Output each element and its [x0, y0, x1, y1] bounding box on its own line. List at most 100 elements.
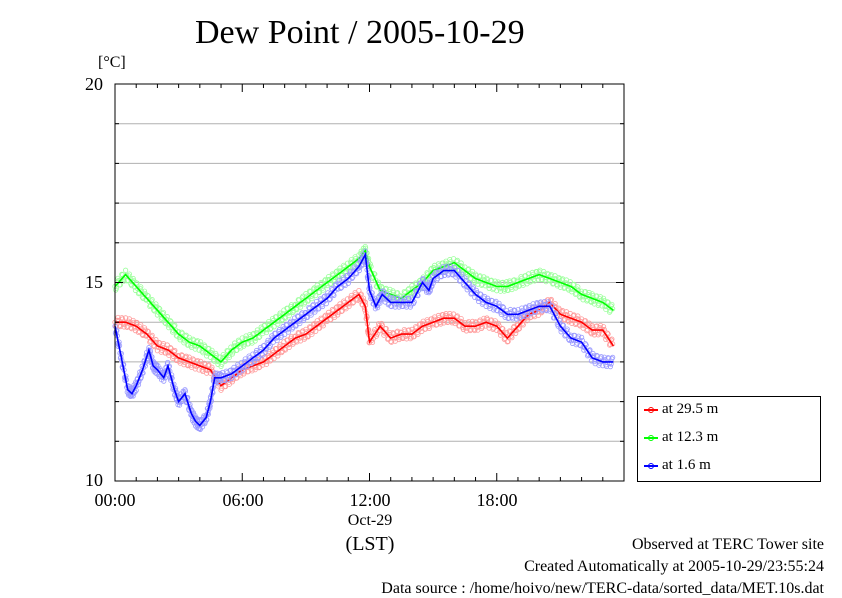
data-point [285, 329, 292, 335]
data-point [588, 330, 594, 336]
data-point [118, 276, 124, 283]
data-point [244, 363, 250, 370]
data-point [141, 288, 148, 294]
data-point [317, 296, 323, 302]
data-point [293, 323, 299, 329]
data-point [267, 358, 273, 364]
data-point [394, 295, 401, 301]
data-point [130, 275, 136, 282]
data-point [343, 306, 349, 312]
footer-created: Created Automatically at 2005-10-29/23:5… [524, 558, 824, 575]
data-point [218, 363, 224, 369]
data-point [115, 314, 121, 321]
legend-entry-12-3m: at 12.3 m [644, 429, 718, 446]
data-point [172, 352, 179, 358]
data-point [451, 264, 457, 270]
data-point [500, 305, 507, 311]
data-point [296, 330, 302, 336]
data-point [454, 313, 460, 319]
data-point [316, 306, 322, 312]
data-point [156, 305, 162, 311]
data-point [479, 324, 485, 330]
data-point [468, 326, 474, 333]
data-point [397, 335, 403, 341]
data-point [151, 343, 157, 349]
data-point [607, 364, 613, 370]
data-point [288, 302, 295, 308]
data-point [286, 313, 292, 319]
data-point [263, 329, 270, 336]
data-point [153, 337, 159, 343]
data-point [164, 314, 170, 320]
data-point [209, 347, 215, 353]
data-point [228, 367, 234, 373]
data-point [453, 274, 459, 280]
data-point [244, 363, 251, 369]
data-point [575, 313, 581, 319]
data-point [472, 319, 479, 325]
data-point [492, 318, 498, 324]
data-point [394, 290, 401, 296]
legend-label: at 1.6 m [662, 457, 711, 473]
data-point [160, 309, 167, 316]
data-point [404, 336, 410, 342]
data-point [288, 333, 295, 340]
data-point [485, 277, 491, 283]
data-point [277, 342, 283, 348]
data-point [391, 331, 397, 337]
data-point [606, 355, 612, 361]
data-point [411, 333, 417, 340]
legend-label: at 12.3 m [662, 429, 719, 445]
data-point [229, 375, 235, 382]
data-point [462, 275, 468, 281]
data-point [257, 334, 263, 340]
data-point [338, 285, 344, 291]
data-point [267, 326, 273, 332]
data-point [316, 325, 323, 331]
data-point [348, 257, 354, 263]
data-point [115, 275, 121, 281]
data-point [328, 281, 334, 287]
data-point [134, 280, 140, 286]
data-point [600, 295, 607, 301]
chart-legend: at 29.5 m at 12.3 m at 1.6 m [637, 396, 821, 482]
plot-series [112, 243, 616, 432]
data-point [121, 324, 127, 330]
data-point [234, 375, 240, 381]
data-point [345, 280, 351, 286]
data-point [528, 311, 534, 317]
data-point [191, 357, 197, 363]
footer-observed: Observed at TERC Tower site [631, 536, 824, 553]
data-point [222, 377, 228, 384]
data-point [445, 319, 451, 325]
data-point [325, 290, 331, 296]
data-point [503, 279, 510, 285]
data-point [282, 315, 289, 321]
data-point [597, 322, 604, 329]
data-point [584, 298, 590, 304]
data-point [119, 316, 126, 322]
data-point [556, 320, 562, 326]
data-point [336, 278, 342, 284]
data-point [392, 304, 398, 310]
data-point [316, 289, 323, 296]
data-point [350, 274, 356, 280]
data-point [279, 333, 285, 339]
data-point [201, 417, 207, 423]
data-point [532, 309, 538, 315]
data-point [129, 282, 135, 289]
y-tick-label: 20 [85, 74, 103, 94]
data-point [516, 326, 522, 332]
data-point [275, 353, 281, 359]
data-point [245, 368, 251, 375]
y-tick-label: 10 [85, 470, 103, 490]
data-point [153, 301, 159, 307]
data-point [254, 327, 260, 333]
series-line [114, 252, 614, 427]
data-point [496, 300, 502, 306]
data-point [268, 357, 274, 363]
data-point [350, 300, 356, 306]
data-point [407, 300, 413, 306]
data-point [268, 325, 274, 331]
data-point [196, 347, 202, 353]
